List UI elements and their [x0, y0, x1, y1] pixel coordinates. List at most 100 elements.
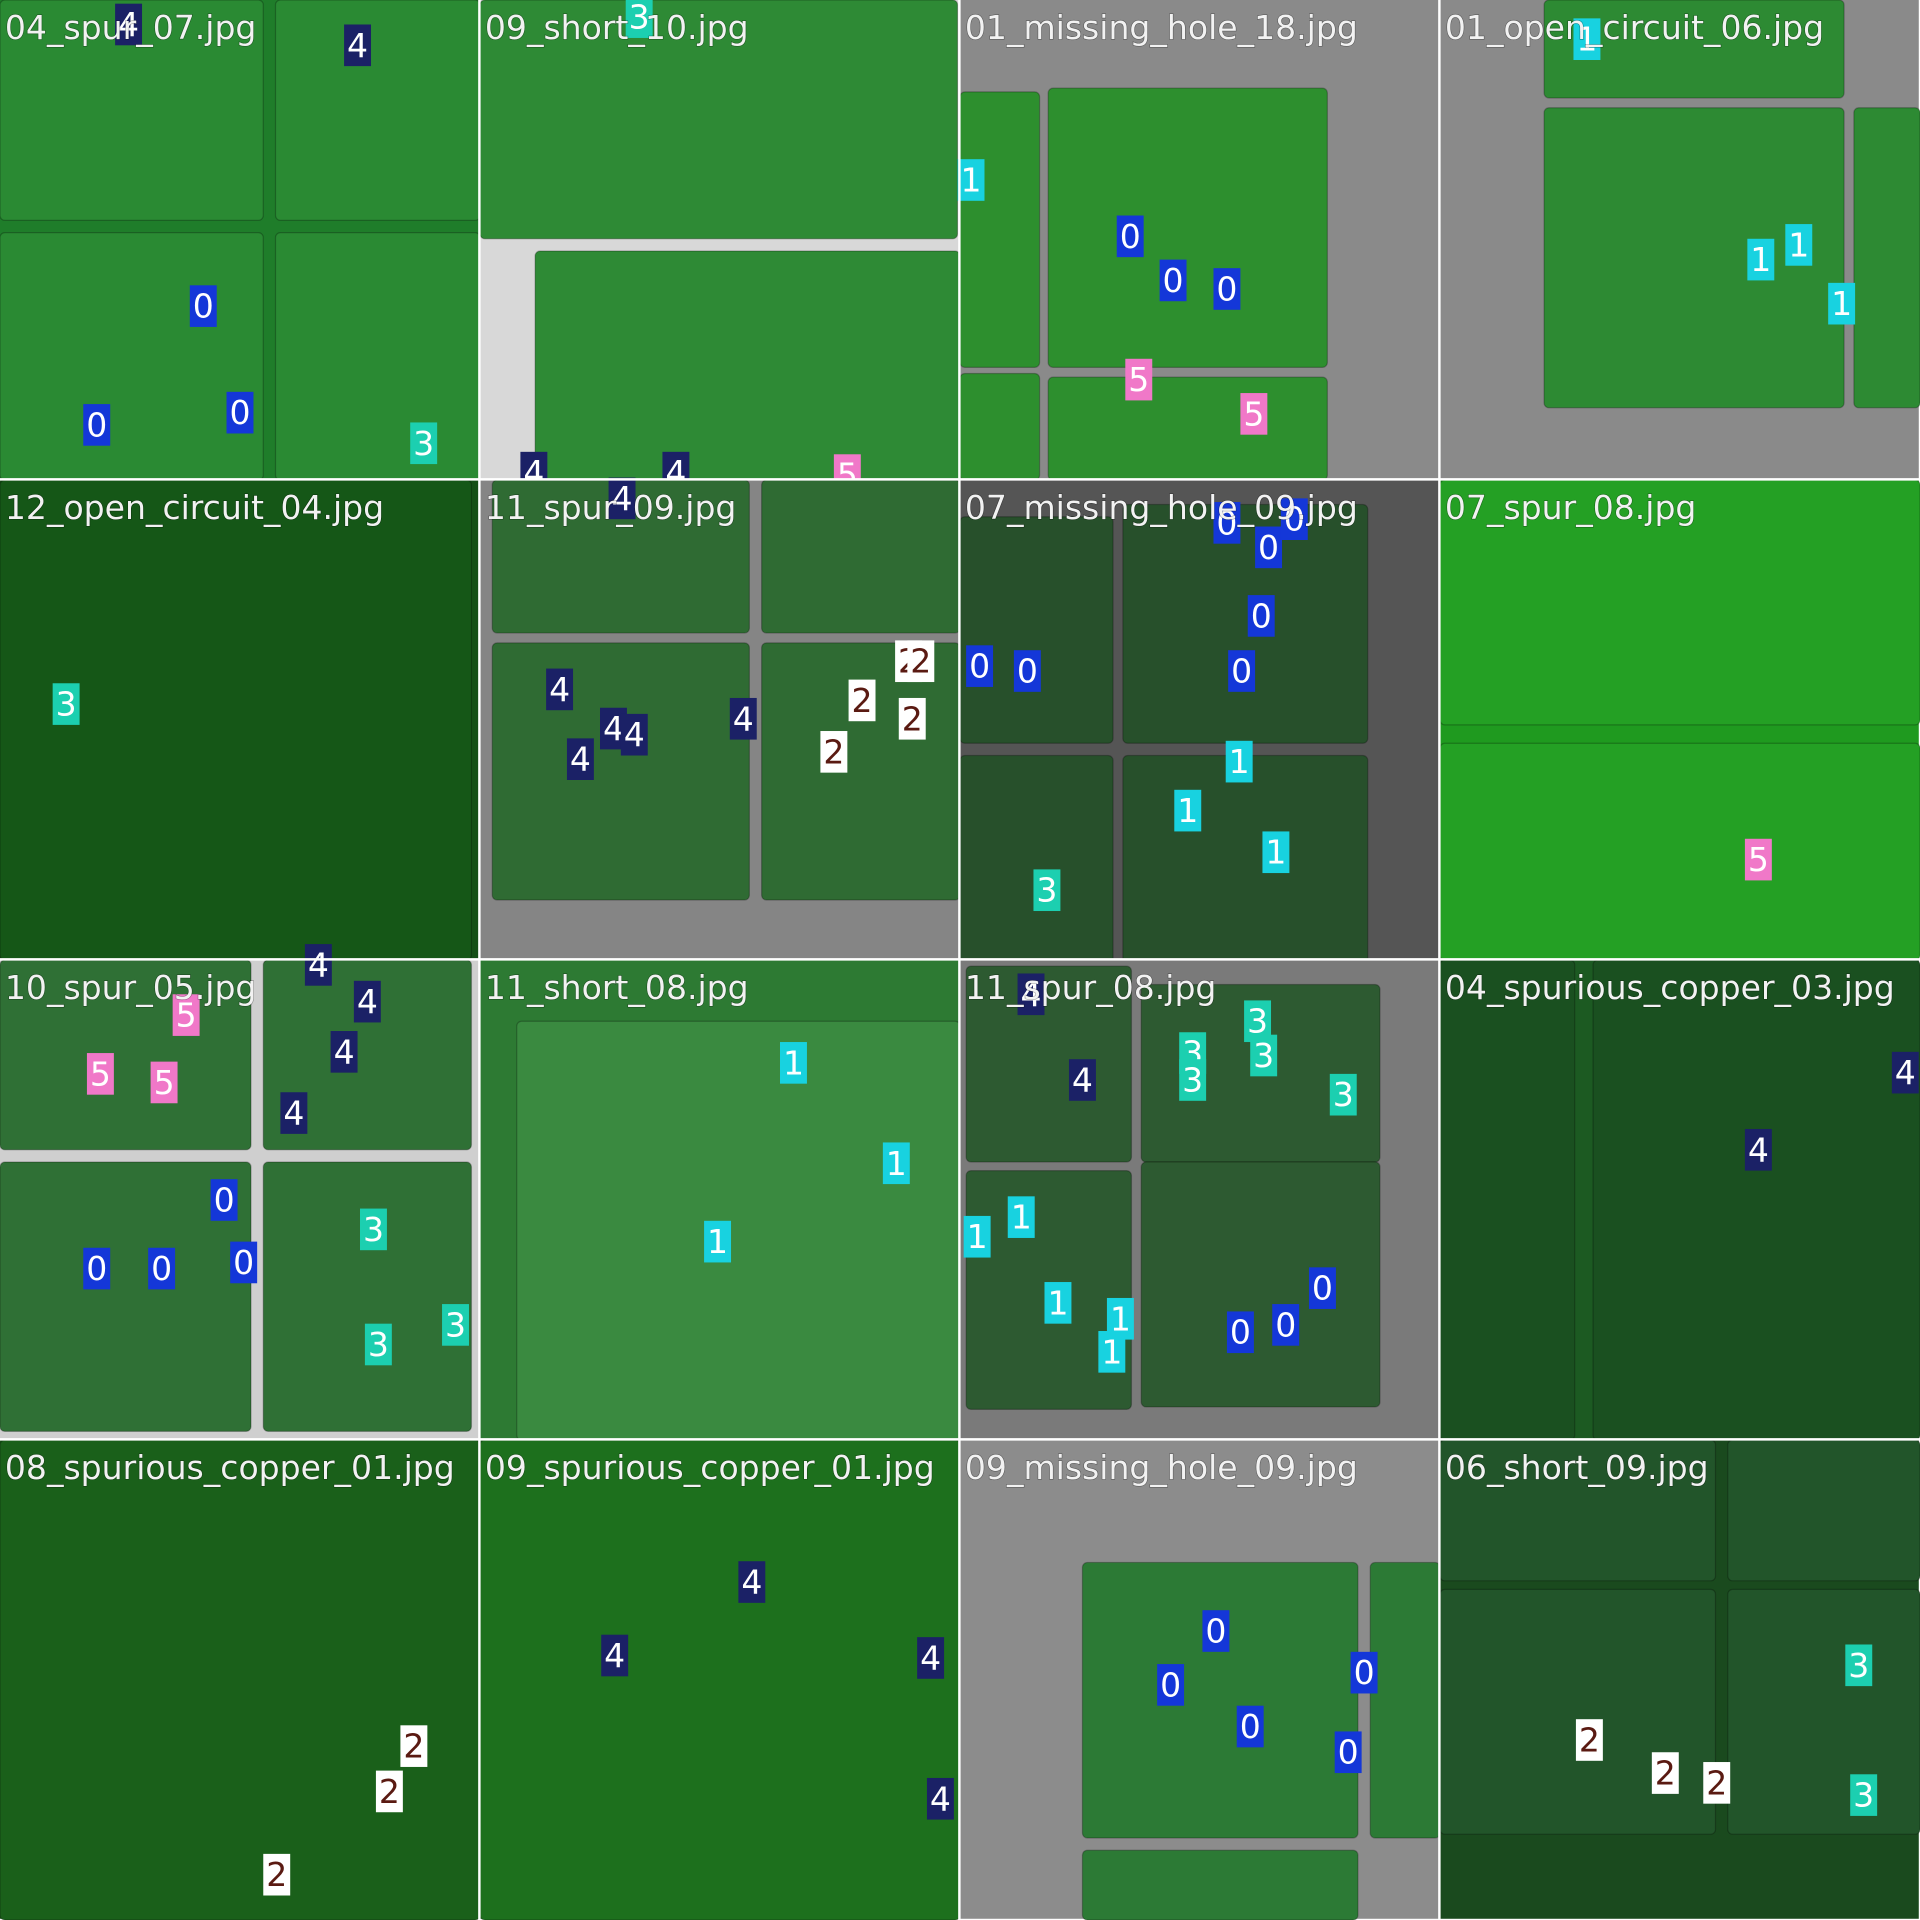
label-box — [1573, 18, 1601, 60]
label-box — [1157, 1664, 1185, 1706]
filename: 10_spur_05.jpg — [5, 968, 257, 1007]
class-label: 0 — [1251, 596, 1272, 635]
label-box — [926, 1777, 954, 1820]
class-label: 3 — [368, 1325, 389, 1364]
class-label: 0 — [1240, 1707, 1261, 1746]
pcb-board — [274, 232, 481, 481]
pcb-board — [1543, 107, 1845, 409]
label-box — [566, 738, 594, 780]
label-box — [83, 1247, 111, 1290]
class-label: 4 — [1895, 1053, 1916, 1092]
label-box — [1116, 215, 1144, 258]
label-box — [375, 1770, 403, 1813]
tile: 4 4 4 4 09_spurious_copper_01.jpg — [479, 1439, 961, 1920]
class-label: 2 — [823, 732, 844, 771]
label-box — [1845, 1644, 1873, 1687]
class-label: 0 — [151, 1249, 172, 1288]
pcb-board — [0, 1439, 481, 1920]
label-box — [442, 1304, 469, 1346]
label-box — [115, 3, 143, 46]
class-label: 3 — [413, 424, 434, 463]
label-box — [353, 980, 381, 1023]
label-box — [820, 731, 848, 773]
tile: 4444442222211_spur_09.jpg — [480, 477, 961, 959]
class-label: 4 — [118, 5, 139, 44]
label-box — [1125, 358, 1153, 401]
class-label: 2 — [910, 642, 931, 681]
label-box — [360, 1208, 387, 1251]
class-label: 0 — [1230, 1313, 1251, 1352]
pcb-board — [761, 479, 961, 634]
pcb-board — [1047, 376, 1328, 481]
label-box — [83, 404, 111, 446]
class-label: 3 — [363, 1210, 384, 1249]
label-box — [898, 697, 926, 740]
label-box — [1007, 1196, 1035, 1238]
label-box — [1225, 740, 1253, 783]
pcb-board — [1727, 1439, 1920, 1582]
label-box — [172, 994, 200, 1036]
class-label: 0 — [1354, 1653, 1375, 1692]
filename: 11_spur_09.jpg — [485, 488, 737, 527]
label-box — [1068, 1059, 1096, 1101]
label-box — [364, 1323, 392, 1366]
label-box — [410, 422, 438, 465]
label-box — [189, 285, 217, 327]
pcb-board — [1439, 1588, 1717, 1835]
class-label: 3 — [629, 0, 650, 37]
label-box — [150, 1061, 178, 1104]
class-label: 0 — [193, 287, 214, 326]
class-label: 4 — [920, 1638, 941, 1677]
class-label: 3 — [56, 685, 77, 724]
class-label: 1 — [783, 1043, 804, 1082]
class-label: 1 — [1177, 791, 1198, 830]
class-label: 0 — [86, 1249, 107, 1288]
class-label: 1 — [961, 161, 982, 200]
class-label: 2 — [1579, 1721, 1600, 1760]
pcb-board — [959, 372, 1041, 481]
class-label: 4 — [612, 479, 633, 518]
label-box — [1575, 1719, 1603, 1761]
class-label: 0 — [1120, 217, 1141, 256]
class-label: 5 — [154, 1063, 175, 1102]
pcb-board — [959, 516, 1114, 744]
class-label: 4 — [604, 1636, 625, 1675]
class-label: 3 — [1333, 1075, 1354, 1114]
pcb-board — [534, 250, 961, 481]
pcb-board — [1853, 107, 1920, 409]
label-box — [957, 159, 985, 201]
filename: 11_short_08.jpg — [485, 968, 749, 1007]
label-box — [1272, 1304, 1300, 1346]
label-box — [1202, 1610, 1230, 1652]
label-box — [1213, 502, 1241, 544]
class-label: 4 — [603, 709, 624, 748]
class-label: 4 — [624, 715, 645, 754]
pcb-board — [1140, 1161, 1381, 1408]
class-label: 4 — [357, 982, 378, 1021]
label-box — [280, 1092, 308, 1134]
label-box — [1179, 1059, 1207, 1101]
class-label: 5 — [1128, 360, 1149, 399]
label-box — [1850, 1774, 1878, 1816]
class-label: 1 — [1265, 833, 1286, 872]
tile: 1 1 1 11_short_08.jpg — [480, 960, 961, 1441]
class-label: 4 — [334, 1032, 355, 1071]
class-label: 1 — [1831, 284, 1852, 323]
class-label: 0 — [1231, 652, 1252, 691]
class-label: 3 — [1036, 871, 1057, 910]
class-label: 1 — [1750, 240, 1771, 279]
class-label: 0 — [233, 1243, 254, 1282]
label-box — [344, 24, 372, 67]
label-box — [1747, 238, 1775, 281]
label-box — [86, 1053, 114, 1095]
label-box — [330, 1031, 358, 1073]
filename: 09_missing_hole_09.jpg — [965, 1448, 1358, 1487]
pcb-board — [274, 0, 481, 222]
label-box — [1744, 838, 1772, 881]
label-box — [1247, 595, 1275, 637]
class-label: 5 — [1748, 840, 1769, 879]
pcb-board — [1439, 742, 1920, 961]
filename: 08_spurious_copper_01.jpg — [5, 1448, 455, 1487]
